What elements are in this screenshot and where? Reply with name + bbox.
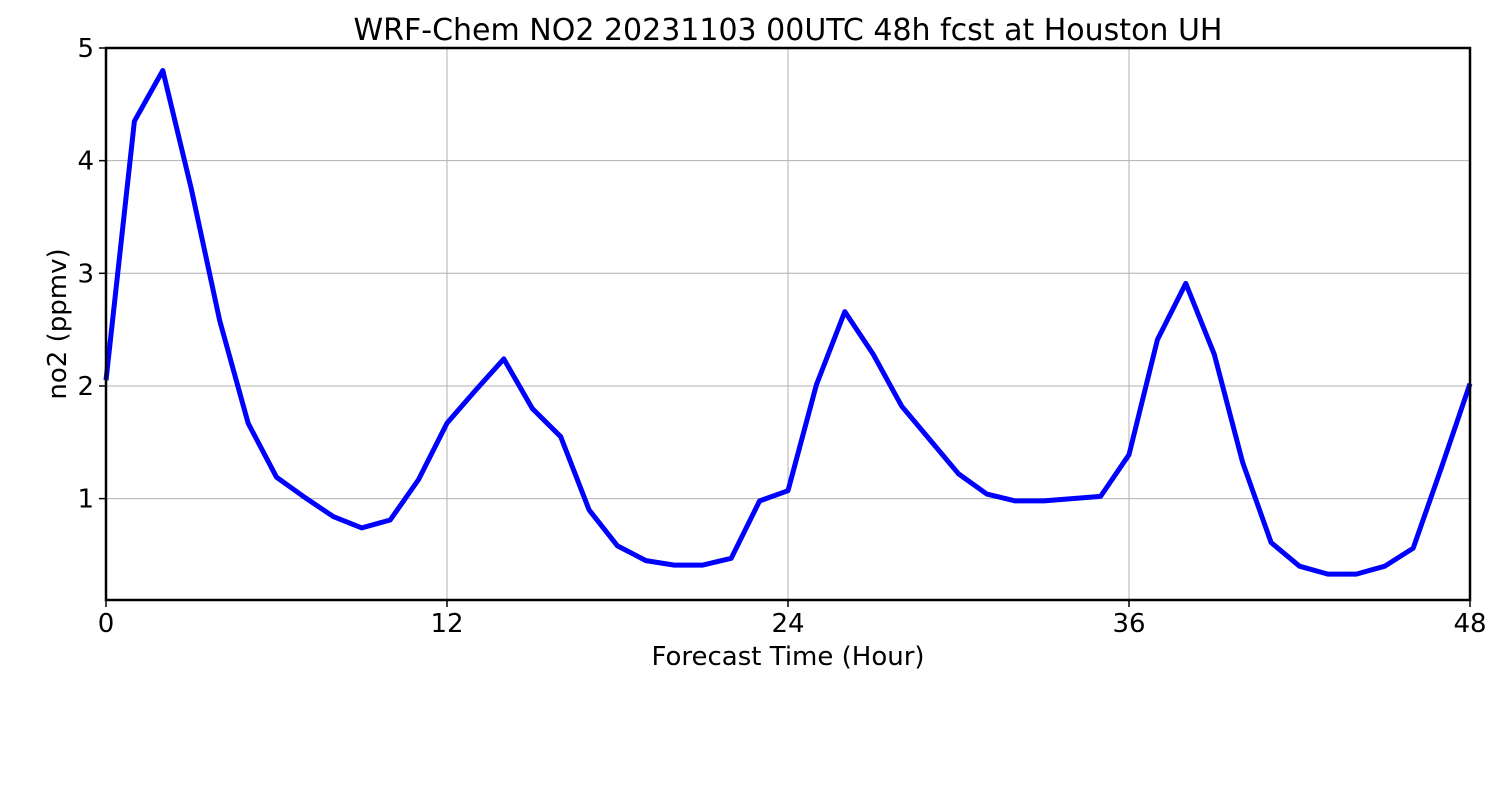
y-tick-label: 2 <box>77 372 94 402</box>
x-tick-label: 0 <box>98 609 115 639</box>
y-axis-label: no2 (ppmv) <box>43 248 73 399</box>
y-tick-label: 5 <box>77 34 94 64</box>
x-tick-label: 24 <box>771 609 804 639</box>
chart-title: WRF-Chem NO2 20231103 00UTC 48h fcst at … <box>354 13 1223 48</box>
x-tick-label: 48 <box>1453 609 1486 639</box>
series-line <box>103 68 1473 577</box>
x-tick-label: 36 <box>1112 609 1145 639</box>
y-tick-label: 1 <box>77 485 94 515</box>
grid-layer <box>105 47 1471 600</box>
y-tick-label: 3 <box>77 259 94 289</box>
series-layer <box>103 68 1473 577</box>
x-axis-label: Forecast Time (Hour) <box>651 642 924 672</box>
y-tick-label: 4 <box>77 147 94 177</box>
x-tick-label: 12 <box>430 609 463 639</box>
